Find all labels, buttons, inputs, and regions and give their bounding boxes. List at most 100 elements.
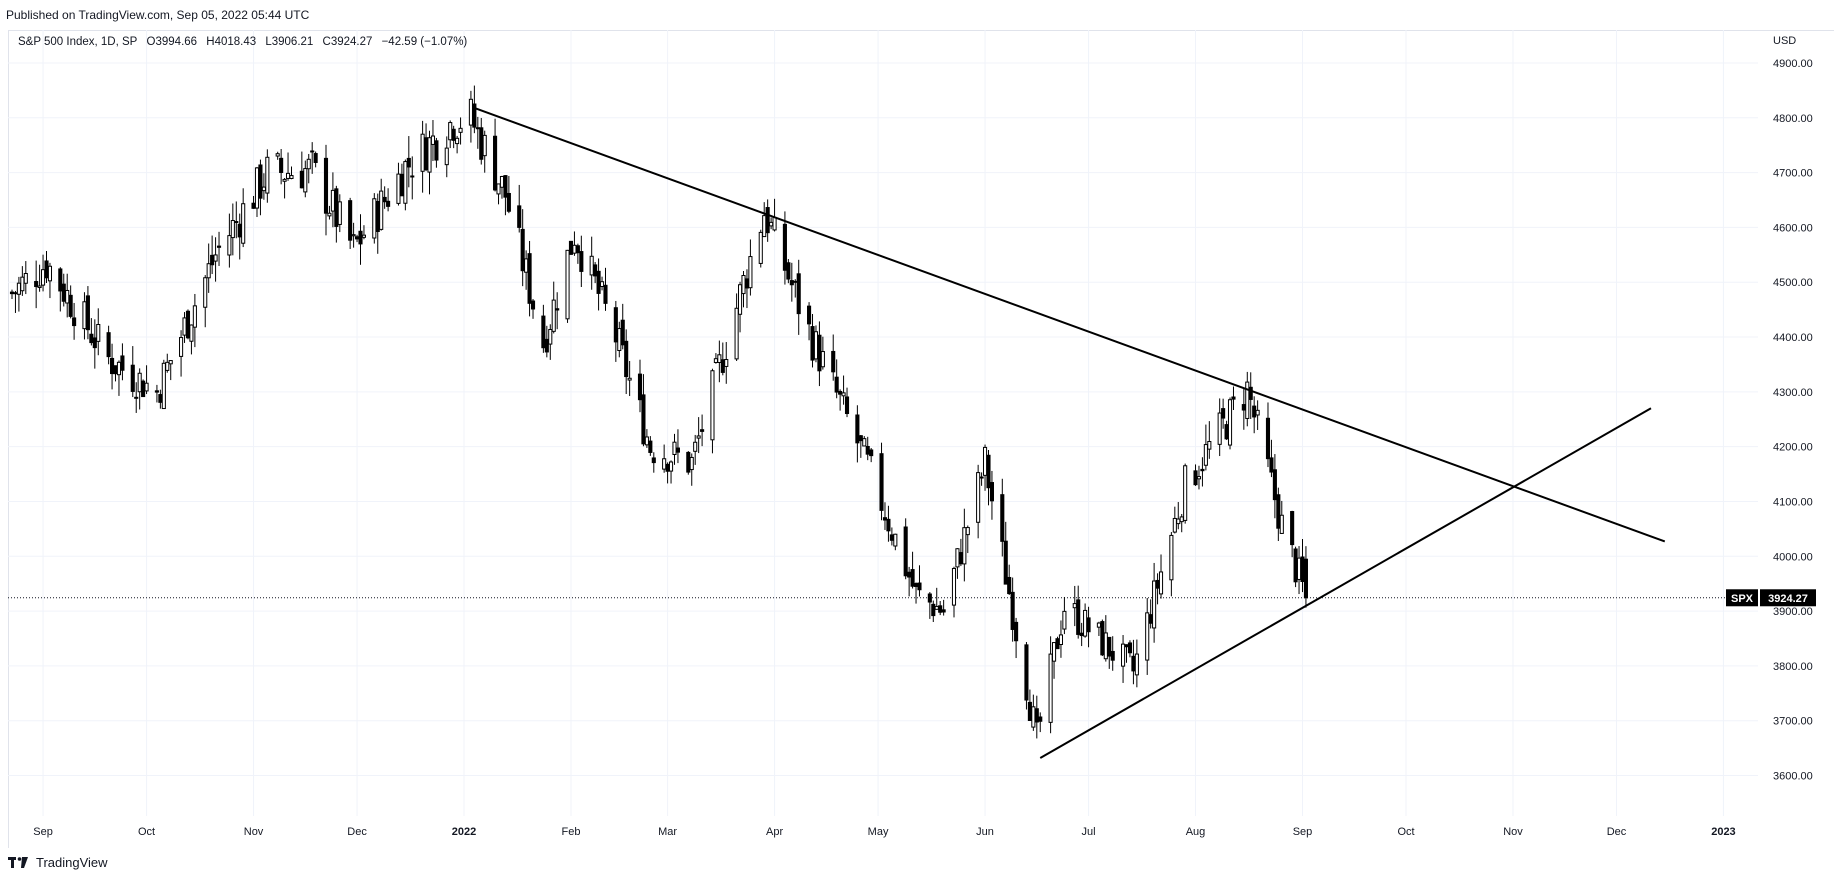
candle-body-up — [772, 216, 777, 231]
candle — [1241, 387, 1246, 430]
candle-body-up — [627, 377, 632, 381]
candle-body-down — [530, 300, 536, 310]
candle — [503, 175, 508, 216]
candle-body-down — [913, 583, 919, 587]
candle — [807, 302, 812, 341]
x-tick-label: Nov — [1503, 826, 1523, 838]
y-tick-label: 3600.00 — [1773, 771, 1813, 783]
candle — [989, 470, 994, 520]
candle — [482, 130, 487, 173]
candle — [455, 135, 460, 154]
candle-body-up — [1048, 653, 1053, 723]
candle — [817, 321, 822, 387]
candle-body-down — [1024, 644, 1029, 701]
candle — [227, 213, 232, 268]
candle — [261, 173, 266, 200]
candle-body-down — [237, 223, 242, 238]
candle-body-up — [189, 324, 194, 342]
candle — [475, 116, 480, 149]
legend-open: O3994.66 — [146, 36, 198, 48]
candle-body-up — [748, 256, 753, 289]
candle — [182, 312, 187, 343]
candle — [382, 186, 387, 209]
candle-body-down — [603, 284, 608, 304]
candle-body-down — [58, 268, 63, 292]
candle — [237, 213, 242, 260]
candle — [47, 262, 53, 299]
candle — [527, 240, 532, 317]
candle — [762, 202, 767, 238]
candle — [1031, 694, 1036, 731]
candle-body-up — [23, 272, 28, 284]
candle — [1076, 585, 1081, 639]
candle-body-up — [116, 361, 122, 376]
candle-body-up — [1196, 476, 1202, 480]
trendline-upper[interactable] — [474, 107, 1666, 543]
candle — [855, 405, 860, 463]
candle-body-up — [813, 331, 819, 360]
candle — [1007, 564, 1012, 596]
candle — [617, 321, 622, 358]
candle-body-up — [672, 441, 677, 455]
candle — [903, 518, 908, 580]
candle — [844, 387, 850, 418]
candle — [179, 330, 184, 377]
candle — [1272, 454, 1277, 519]
candle — [72, 302, 77, 340]
candle-body-up — [96, 323, 101, 342]
candle-body-down — [1252, 405, 1257, 418]
candle — [361, 225, 367, 240]
candle — [520, 209, 525, 287]
candle-body-down — [579, 251, 584, 272]
candle-body-up — [444, 147, 449, 166]
candle-body-up — [551, 299, 556, 332]
candle-body-up — [1172, 517, 1177, 533]
legend-change: −42.59 (−1.07%) — [381, 36, 468, 48]
candle-body-down — [299, 170, 304, 189]
candle — [1158, 554, 1164, 599]
candle — [348, 197, 353, 249]
candle — [1124, 644, 1129, 663]
candle — [893, 533, 898, 551]
candle — [106, 325, 111, 365]
candle — [834, 359, 839, 399]
candle — [251, 195, 256, 209]
candle-body-up — [330, 189, 335, 212]
x-tick-label: Feb — [561, 826, 580, 838]
candle-body-up — [1296, 557, 1302, 580]
candle-body-up — [644, 436, 649, 446]
footer-brand[interactable]: TradingView — [36, 855, 108, 870]
candle — [1269, 439, 1274, 478]
y-tick-label: 4200.00 — [1773, 442, 1813, 454]
candle-body-up — [372, 198, 377, 239]
candle-body-up — [524, 258, 529, 273]
chart-grid — [8, 30, 1758, 816]
candle — [68, 285, 73, 319]
candle — [354, 234, 360, 243]
candle-body-up — [213, 254, 218, 262]
candle — [793, 279, 798, 298]
candle-body-down — [1148, 614, 1153, 624]
candle — [1086, 606, 1091, 648]
candle — [1255, 400, 1260, 430]
candle-body-down — [796, 273, 801, 315]
candle — [613, 300, 618, 362]
candle-body-up — [427, 137, 432, 173]
candle-body-up — [137, 372, 142, 393]
candle — [472, 85, 477, 134]
candle — [1072, 585, 1077, 627]
candle-body-down — [793, 280, 798, 283]
candle — [403, 159, 408, 211]
candle-body-down — [865, 445, 870, 455]
candle — [496, 183, 501, 205]
trendline-lower[interactable] — [1039, 407, 1652, 759]
candle — [869, 448, 874, 463]
price-tag-value: 3924.27 — [1768, 593, 1808, 605]
candle — [410, 156, 415, 200]
candle-body-down — [910, 569, 915, 587]
candle-body-down — [1034, 708, 1039, 723]
candle — [593, 262, 598, 284]
candle — [603, 267, 608, 311]
candle — [541, 304, 546, 353]
